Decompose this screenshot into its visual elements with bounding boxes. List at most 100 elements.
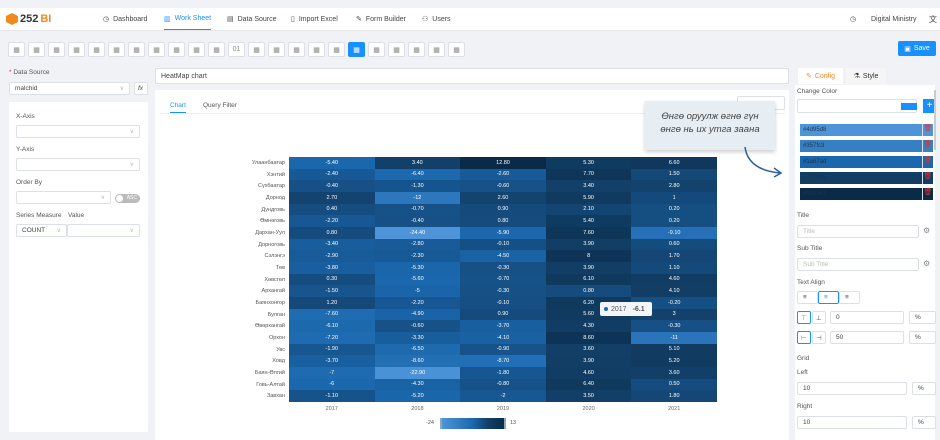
heatmap-cell[interactable]: -0.10 xyxy=(460,238,546,251)
heatmap-cell[interactable]: -0.30 xyxy=(460,285,546,297)
align-top-icon[interactable]: ⊤ xyxy=(797,311,811,324)
heatmap-cell[interactable]: 0.20 xyxy=(631,215,717,227)
trash-icon[interactable]: 🗑 xyxy=(922,188,933,200)
heatmap-cell[interactable]: 5.60 xyxy=(545,308,632,321)
heatmap-cell[interactable]: 0.30 xyxy=(289,273,375,286)
heatmap-cell[interactable]: -5.90 xyxy=(460,227,546,239)
heatmap-cell[interactable]: -2.20 xyxy=(289,215,375,227)
heatmap-cell[interactable]: 4.60 xyxy=(631,273,717,286)
heatmap-cell[interactable]: -0.40 xyxy=(374,215,461,227)
heatmap-cell[interactable]: -1.80 xyxy=(460,367,546,379)
chart-type-square-icon[interactable]: ▦ xyxy=(388,42,405,57)
heatmap-cell[interactable]: -5.40 xyxy=(289,157,375,169)
heatmap-cell[interactable]: -5.60 xyxy=(374,273,461,286)
align-bottom-icon[interactable]: ⊥ xyxy=(812,311,826,324)
visual-map-slider[interactable] xyxy=(440,418,506,429)
heatmap-cell[interactable]: 3.50 xyxy=(545,390,632,402)
heatmap-cell[interactable]: 4.10 xyxy=(631,285,717,297)
chart-type-pie-icon[interactable]: ▦ xyxy=(188,42,205,57)
heatmap-cell[interactable]: 3.60 xyxy=(545,343,632,356)
heatmap-cell[interactable]: -7 xyxy=(289,367,375,379)
scrollbar[interactable] xyxy=(934,90,936,150)
unit-select[interactable]: % xyxy=(912,416,936,429)
heatmap-cell[interactable]: 4.30 xyxy=(545,320,632,332)
heatmap-cell[interactable]: -11 xyxy=(631,332,717,344)
heatmap-cell[interactable]: -6 xyxy=(289,378,375,391)
heatmap-cell[interactable]: -4.90 xyxy=(374,308,461,321)
fx-button[interactable]: fx xyxy=(134,82,148,95)
heatmap-cell[interactable]: 2.70 xyxy=(289,192,375,204)
heatmap-cell[interactable]: 6.60 xyxy=(631,157,717,169)
heatmap-cell[interactable]: -0.30 xyxy=(460,262,546,274)
tab-style[interactable]: ⚗ Style xyxy=(846,68,886,84)
nav-worksheet[interactable]: ▥ Work Sheet xyxy=(164,8,212,30)
heatmap-cell[interactable]: -0.60 xyxy=(374,320,461,332)
heatmap-cell[interactable]: 5.10 xyxy=(631,343,717,356)
trash-icon[interactable]: 🗑 xyxy=(922,156,933,168)
heatmap-cell[interactable]: 0.80 xyxy=(545,285,632,297)
heatmap-cell[interactable]: 3.90 xyxy=(545,238,632,251)
chart-type-map-icon[interactable]: ▦ xyxy=(428,42,445,57)
heatmap-cell[interactable]: -1.30 xyxy=(374,180,461,192)
heatmap-cell[interactable]: 5.90 xyxy=(545,192,632,204)
chart-type-radar-icon[interactable]: ▦ xyxy=(368,42,385,57)
heatmap-cell[interactable]: -2.80 xyxy=(374,238,461,251)
heatmap-cell[interactable]: -7.20 xyxy=(289,332,375,344)
heatmap-cell[interactable]: 2.10 xyxy=(545,203,632,216)
grid-left-input[interactable]: 10 xyxy=(797,382,907,395)
heatmap-cell[interactable]: 1.10 xyxy=(631,262,717,274)
value-select[interactable]: ∨ xyxy=(67,224,140,237)
nav-data-source[interactable]: ▤ Data Source xyxy=(227,8,277,30)
subtitle-input[interactable]: Sub Title xyxy=(797,258,919,271)
nav-users[interactable]: ⚇ Users xyxy=(422,8,451,30)
chart-type-scatter-icon[interactable]: ▦ xyxy=(108,42,125,57)
heatmap-cell[interactable]: 1.70 xyxy=(631,250,717,262)
color-item[interactable]: #123e66 🗑 xyxy=(800,172,933,184)
unit-select[interactable]: % xyxy=(912,382,936,395)
chart-type-column-icon[interactable]: ▦ xyxy=(28,42,45,57)
heatmap-cell[interactable]: -7.60 xyxy=(289,308,375,321)
nav-dashboard[interactable]: ◷ Dashboard xyxy=(103,8,147,30)
chart-type-combo-icon[interactable]: ▦ xyxy=(128,42,145,57)
align-center-icon[interactable]: ≡ xyxy=(818,291,839,304)
heatmap-cell[interactable]: 3.60 xyxy=(631,367,717,379)
trash-icon[interactable]: 🗑 xyxy=(922,124,933,136)
heatmap-cell[interactable]: 3.90 xyxy=(545,262,632,274)
measure-select[interactable]: COUNT ∨ xyxy=(16,224,67,237)
chart-type-pivot-icon[interactable]: ▦ xyxy=(268,42,285,57)
align-right-icon[interactable]: ≡ xyxy=(839,291,860,304)
heatmap-cell[interactable]: -1.10 xyxy=(289,390,375,402)
order-by-select[interactable]: ∨ xyxy=(16,191,111,204)
color-swatch[interactable] xyxy=(901,103,917,110)
heatmap-cell[interactable]: -4.50 xyxy=(460,250,546,262)
heatmap-cell[interactable]: 0.40 xyxy=(289,203,375,216)
asc-toggle[interactable]: ASC xyxy=(115,194,140,203)
heatmap-cell[interactable]: 3.40 xyxy=(374,157,461,169)
heatmap-cell[interactable]: 1 xyxy=(631,192,717,204)
chart-type-sankey-icon[interactable]: ▦ xyxy=(408,42,425,57)
heatmap-cell[interactable]: -2.30 xyxy=(374,250,461,262)
user-name[interactable]: Digital Ministry xyxy=(871,15,917,23)
gear-icon[interactable]: ⚙ xyxy=(923,226,931,235)
align-start-icon[interactable]: ⊢ xyxy=(797,331,811,344)
heatmap-cell[interactable]: 0.90 xyxy=(460,308,546,321)
top-offset-input[interactable]: 0 xyxy=(830,311,904,324)
heatmap-cell[interactable]: -6.50 xyxy=(374,343,461,356)
chart-type-01-icon[interactable]: 01 xyxy=(228,42,245,57)
heatmap-cell[interactable]: -6.10 xyxy=(289,320,375,332)
heatmap-cell[interactable]: 0.80 xyxy=(289,227,375,239)
heatmap-cell[interactable]: -3.80 xyxy=(289,262,375,274)
heatmap-cell[interactable]: 1.50 xyxy=(631,168,717,181)
heatmap-cell[interactable]: -3.30 xyxy=(374,332,461,344)
x-axis-select[interactable]: ∨ xyxy=(16,125,140,138)
color-item[interactable]: #092b47 🗑 xyxy=(800,188,933,200)
heatmap-cell[interactable]: -5.20 xyxy=(374,390,461,402)
heatmap-cell[interactable]: 7.70 xyxy=(545,168,632,181)
heatmap-cell[interactable]: -12 xyxy=(374,192,461,204)
heatmap-cell[interactable]: -2.90 xyxy=(289,250,375,262)
heatmap-cell[interactable]: 1.20 xyxy=(289,297,375,309)
heatmap-cell[interactable]: 3.40 xyxy=(545,180,632,192)
heatmap-cell[interactable]: 0.60 xyxy=(631,238,717,251)
color-input[interactable] xyxy=(797,99,917,113)
heatmap-cell[interactable]: 5.40 xyxy=(545,215,632,227)
